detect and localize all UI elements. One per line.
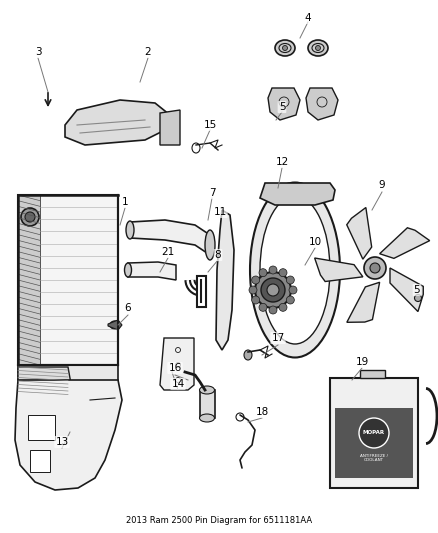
Text: 1: 1 xyxy=(122,197,128,207)
Text: 2013 Ram 2500 Pin Diagram for 6511181AA: 2013 Ram 2500 Pin Diagram for 6511181AA xyxy=(126,516,312,525)
Ellipse shape xyxy=(364,257,386,279)
Polygon shape xyxy=(347,282,380,322)
Ellipse shape xyxy=(286,296,294,304)
Ellipse shape xyxy=(205,230,215,260)
Text: MOPAR: MOPAR xyxy=(363,431,385,435)
Text: 5: 5 xyxy=(413,285,420,295)
Text: 17: 17 xyxy=(272,333,285,343)
Ellipse shape xyxy=(249,286,257,294)
Polygon shape xyxy=(18,195,40,365)
Polygon shape xyxy=(380,228,430,259)
Ellipse shape xyxy=(267,284,279,296)
Ellipse shape xyxy=(359,418,389,448)
Ellipse shape xyxy=(124,263,131,277)
Ellipse shape xyxy=(25,212,35,222)
Ellipse shape xyxy=(289,286,297,294)
Ellipse shape xyxy=(275,40,295,56)
Ellipse shape xyxy=(269,266,277,274)
Text: 18: 18 xyxy=(255,407,268,417)
Text: 14: 14 xyxy=(171,379,185,389)
Text: 4: 4 xyxy=(305,13,311,23)
Ellipse shape xyxy=(259,269,267,277)
Polygon shape xyxy=(260,183,335,205)
Ellipse shape xyxy=(279,303,287,311)
Text: 12: 12 xyxy=(276,157,289,167)
Text: 15: 15 xyxy=(203,120,217,130)
Text: 19: 19 xyxy=(355,357,369,367)
Ellipse shape xyxy=(244,350,252,360)
Polygon shape xyxy=(18,195,118,365)
Polygon shape xyxy=(390,268,423,312)
Ellipse shape xyxy=(126,221,134,239)
Ellipse shape xyxy=(269,306,277,314)
Polygon shape xyxy=(314,258,363,281)
Polygon shape xyxy=(160,110,180,145)
Text: 10: 10 xyxy=(308,237,321,247)
Text: 5: 5 xyxy=(279,102,285,112)
Ellipse shape xyxy=(370,263,380,273)
Ellipse shape xyxy=(283,45,287,51)
Polygon shape xyxy=(30,450,50,472)
Polygon shape xyxy=(65,100,170,145)
Polygon shape xyxy=(216,210,234,350)
Ellipse shape xyxy=(110,321,120,329)
Ellipse shape xyxy=(286,276,294,284)
Polygon shape xyxy=(335,408,413,478)
Text: 3: 3 xyxy=(35,47,41,57)
Polygon shape xyxy=(15,380,122,490)
Polygon shape xyxy=(160,338,194,390)
Ellipse shape xyxy=(21,208,39,226)
Polygon shape xyxy=(360,370,385,378)
Polygon shape xyxy=(268,88,300,120)
Ellipse shape xyxy=(252,296,260,304)
Polygon shape xyxy=(130,220,210,255)
Text: 6: 6 xyxy=(125,303,131,313)
Polygon shape xyxy=(108,320,122,330)
Ellipse shape xyxy=(259,303,267,311)
Polygon shape xyxy=(306,88,338,120)
Ellipse shape xyxy=(255,272,291,308)
Text: 7: 7 xyxy=(208,188,215,198)
Polygon shape xyxy=(347,207,372,259)
Text: ANTIFREEZE /
COOLANT: ANTIFREEZE / COOLANT xyxy=(360,454,388,462)
Polygon shape xyxy=(200,390,215,418)
Text: 8: 8 xyxy=(215,250,221,260)
Ellipse shape xyxy=(250,182,340,358)
Polygon shape xyxy=(18,365,118,395)
Ellipse shape xyxy=(315,45,321,51)
Text: 2: 2 xyxy=(145,47,151,57)
Ellipse shape xyxy=(279,269,287,277)
Ellipse shape xyxy=(252,276,260,284)
Ellipse shape xyxy=(261,278,285,302)
Polygon shape xyxy=(330,378,418,488)
Text: 16: 16 xyxy=(168,363,182,373)
Text: 13: 13 xyxy=(55,437,69,447)
Ellipse shape xyxy=(308,40,328,56)
Text: 21: 21 xyxy=(161,247,175,257)
Ellipse shape xyxy=(199,386,215,394)
Text: 9: 9 xyxy=(379,180,385,190)
Ellipse shape xyxy=(199,414,215,422)
Ellipse shape xyxy=(260,196,330,344)
Text: 11: 11 xyxy=(213,207,226,217)
Ellipse shape xyxy=(414,295,421,302)
Polygon shape xyxy=(28,415,55,440)
Polygon shape xyxy=(18,367,73,395)
Polygon shape xyxy=(128,262,176,280)
